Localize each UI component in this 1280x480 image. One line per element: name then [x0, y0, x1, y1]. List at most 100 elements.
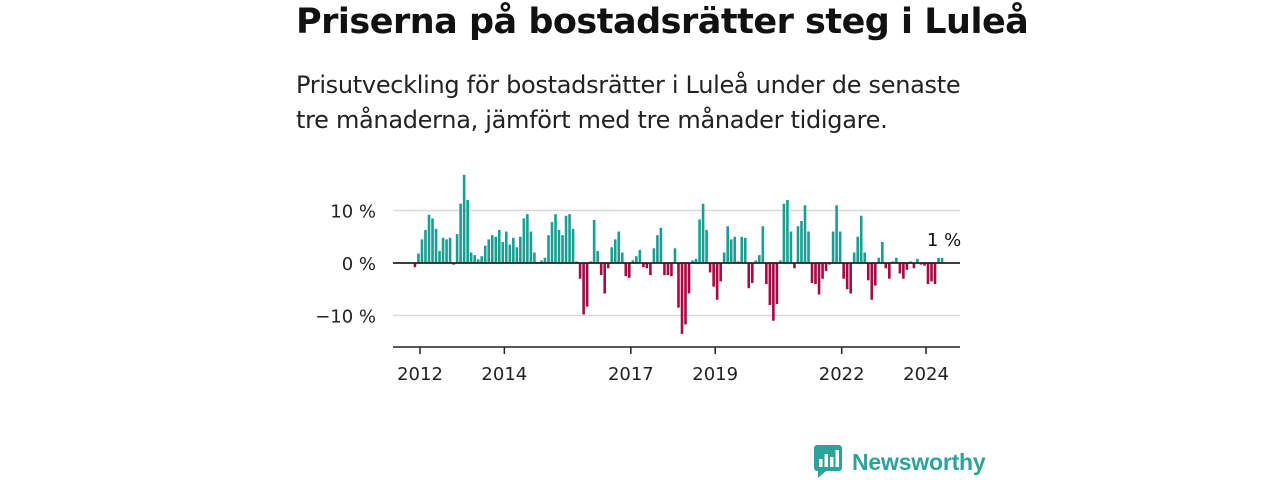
bar — [448, 237, 452, 263]
bar — [480, 256, 484, 263]
bar — [557, 229, 561, 263]
bar — [782, 203, 786, 263]
bar — [582, 263, 585, 315]
bar — [613, 239, 617, 264]
bar — [610, 247, 614, 263]
bar — [902, 263, 905, 279]
bar — [445, 239, 448, 264]
bar — [638, 249, 642, 264]
bar — [501, 242, 505, 263]
bar — [814, 263, 817, 284]
bar — [775, 263, 779, 304]
bar — [483, 245, 487, 263]
bar — [512, 237, 515, 263]
bar — [649, 263, 652, 276]
bar — [519, 236, 522, 263]
bar — [694, 258, 698, 263]
y-tick-label: 0 % — [342, 254, 376, 275]
bar — [656, 235, 659, 263]
bar — [856, 236, 860, 263]
bar — [434, 228, 438, 264]
bar — [571, 228, 575, 264]
bar — [793, 263, 796, 269]
bar — [427, 214, 431, 263]
bar — [708, 263, 712, 273]
x-tick-label: 2012 — [397, 364, 443, 385]
bar — [413, 263, 417, 268]
bar — [849, 263, 852, 294]
bar — [462, 174, 466, 263]
bar — [940, 257, 944, 263]
bar — [599, 263, 603, 276]
bar — [726, 226, 729, 263]
bar — [631, 260, 635, 264]
bar — [698, 219, 701, 263]
bar — [663, 263, 666, 276]
bar — [547, 235, 550, 263]
newsworthy-brand[interactable]: Newsworthy — [814, 445, 986, 478]
latest-value-label: 1 % — [927, 230, 961, 251]
bar — [455, 234, 459, 264]
bar — [617, 231, 621, 263]
bar — [740, 236, 744, 263]
bar — [554, 214, 557, 263]
bar — [529, 231, 533, 263]
bar — [803, 205, 807, 263]
bar — [476, 259, 480, 263]
bar — [561, 235, 564, 263]
bar — [592, 219, 596, 263]
bar — [779, 260, 782, 264]
bar — [645, 263, 649, 269]
bar — [817, 263, 821, 295]
bar — [701, 203, 705, 263]
bar — [494, 236, 498, 263]
bar — [515, 247, 519, 263]
bar — [431, 218, 434, 264]
bar — [417, 253, 420, 263]
bar — [881, 242, 884, 263]
bar — [733, 236, 737, 263]
bar — [800, 221, 803, 263]
bar — [712, 263, 715, 287]
bar — [684, 263, 687, 325]
bar — [729, 239, 733, 264]
x-tick-label: 2019 — [692, 364, 738, 385]
bar — [441, 237, 445, 263]
brand-name: Newsworthy — [852, 448, 986, 475]
bar — [859, 215, 863, 263]
bar — [845, 263, 849, 290]
bar — [884, 263, 888, 269]
bar — [420, 239, 424, 264]
axis-labels: 10 % 0 % −10 % 2012 2014 2017 2019 2022 2024 1 % — [315, 202, 961, 386]
bar — [533, 252, 536, 263]
bar — [912, 263, 916, 269]
bar — [923, 263, 926, 266]
bar — [642, 263, 645, 268]
bar — [863, 252, 867, 263]
bar — [473, 255, 476, 264]
bar — [761, 226, 765, 263]
axes — [393, 262, 960, 354]
bar — [691, 260, 694, 264]
bar — [715, 263, 719, 300]
bar — [628, 263, 631, 278]
bar — [895, 257, 898, 263]
bar — [873, 263, 877, 286]
bar — [926, 263, 930, 284]
bar — [807, 231, 810, 263]
bar — [916, 258, 919, 263]
bar — [796, 226, 800, 263]
bar — [789, 231, 793, 263]
bar — [866, 263, 870, 281]
bar — [765, 263, 768, 284]
x-tick-label: 2014 — [481, 364, 527, 385]
bar — [937, 257, 940, 263]
bar — [497, 229, 501, 263]
bar — [508, 244, 512, 264]
bar — [677, 263, 680, 308]
bar — [838, 231, 842, 263]
bar — [635, 256, 638, 263]
bar — [568, 214, 571, 263]
bar — [543, 257, 547, 263]
